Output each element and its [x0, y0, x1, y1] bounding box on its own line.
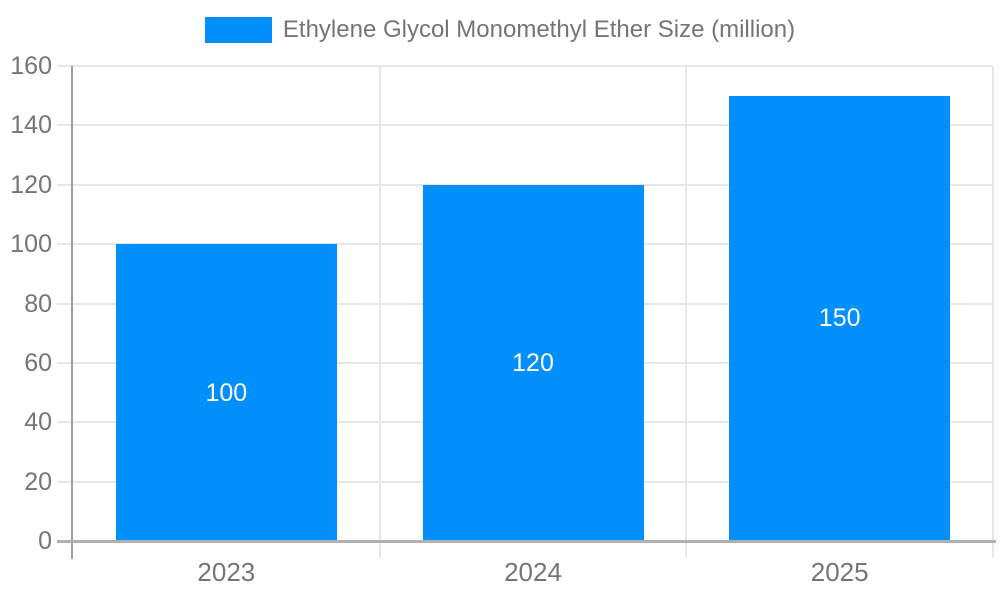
- legend-swatch: [204, 17, 272, 43]
- x-axis-category-label: 2025: [810, 557, 869, 587]
- category-boundary-gridline: [992, 66, 994, 558]
- legend-label: Ethylene Glycol Monomethyl Ether Size (m…: [282, 16, 796, 43]
- y-axis-tick-label: 80: [24, 289, 52, 318]
- y-gridline: [57, 65, 993, 67]
- y-axis-tick-label: 20: [24, 467, 52, 496]
- legend-item[interactable]: Ethylene Glycol Monomethyl Ether Size (m…: [204, 16, 796, 43]
- y-axis-tick-label: 40: [24, 408, 52, 437]
- chart-legend: Ethylene Glycol Monomethyl Ether Size (m…: [0, 17, 1000, 43]
- bar-2025[interactable]: [729, 95, 951, 541]
- y-axis-tick-label: 0: [38, 527, 52, 555]
- y-axis-line: [71, 66, 73, 559]
- category-boundary-gridline: [378, 66, 381, 558]
- x-axis-line: [57, 540, 996, 543]
- bar-2024[interactable]: [422, 184, 644, 541]
- bar-value-label: 100: [205, 378, 248, 407]
- bar-2023[interactable]: [115, 244, 337, 541]
- y-axis-tick-label: 60: [24, 348, 52, 377]
- category-boundary-gridline: [685, 66, 688, 558]
- x-axis-category-label: 2024: [504, 557, 562, 587]
- y-axis-tick-label: 160: [10, 52, 52, 80]
- y-gridline: [57, 124, 993, 127]
- y-axis-tick-label: 140: [10, 111, 52, 140]
- y-axis-tick-label: 120: [10, 170, 52, 199]
- y-axis-tick-label: 100: [10, 230, 52, 259]
- bar-value-label: 120: [512, 348, 554, 377]
- bar-value-label: 150: [818, 304, 861, 333]
- x-axis-category-label: 2023: [197, 557, 256, 587]
